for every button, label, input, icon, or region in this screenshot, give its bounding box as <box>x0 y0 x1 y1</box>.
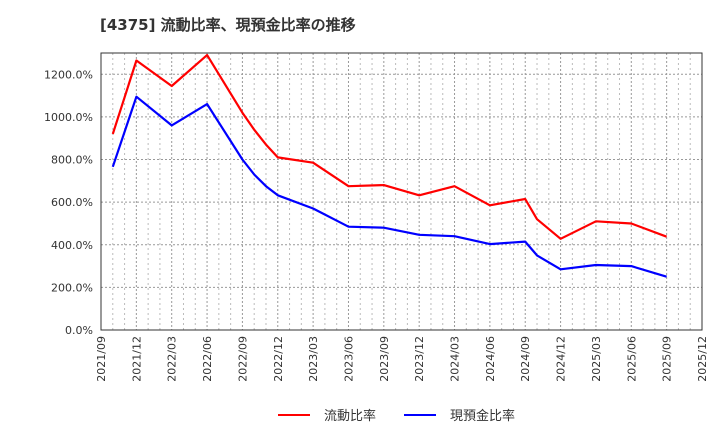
legend-item-cash-ratio: 現預金比率 <box>404 405 515 424</box>
legend-label: 流動比率 <box>324 409 377 424</box>
legend-label: 現預金比率 <box>450 409 516 424</box>
x-tick-label: 2022/12 <box>272 336 285 382</box>
legend-item-current-ratio: 流動比率 <box>278 405 376 424</box>
y-tick-label: 1200.0% <box>44 68 93 81</box>
grid-lines <box>101 53 702 330</box>
y-tick-label: 1000.0% <box>44 111 93 124</box>
legend-swatch-red <box>278 413 310 416</box>
legend-swatch-blue <box>404 413 437 416</box>
data-series <box>111 53 667 278</box>
y-tick-label: 0.0% <box>65 324 93 337</box>
series-line <box>111 53 667 240</box>
series-line <box>111 95 667 278</box>
x-tick-label: 2022/06 <box>201 336 214 382</box>
y-axis-ticks: 0.0% 200.0% 400.0% 600.0% 800.0% 1000.0% 1200.… <box>44 68 93 337</box>
x-tick-label: 2021/12 <box>130 336 143 382</box>
y-tick-label: 600.0% <box>51 196 93 209</box>
x-tick-label: 2022/09 <box>236 336 249 382</box>
x-tick-label: 2022/03 <box>166 336 179 382</box>
legend: 流動比率 現預金比率 <box>278 405 543 424</box>
x-tick-label: 2024/09 <box>519 336 532 382</box>
x-tick-label: 2025/12 <box>696 336 709 382</box>
x-tick-label: 2021/09 <box>95 336 108 382</box>
x-tick-label: 2025/09 <box>661 336 674 382</box>
x-tick-label: 2025/06 <box>625 336 638 382</box>
chart-title: [4375] 流動比率、現預金比率の推移 <box>100 16 356 34</box>
x-tick-label: 2023/06 <box>342 336 355 382</box>
y-tick-label: 400.0% <box>51 239 93 252</box>
x-tick-label: 2024/03 <box>449 336 462 382</box>
x-tick-label: 2024/12 <box>555 336 568 382</box>
x-tick-label: 2023/12 <box>413 336 426 382</box>
plot-frame <box>100 52 703 331</box>
x-tick-label: 2024/06 <box>484 336 497 382</box>
x-tick-label: 2023/09 <box>378 336 391 382</box>
x-tick-label: 2023/03 <box>307 336 320 382</box>
y-tick-label: 200.0% <box>51 281 93 294</box>
y-tick-label: 800.0% <box>51 154 93 167</box>
x-tick-label: 2025/03 <box>590 336 603 382</box>
x-axis-ticks: 2021/09 2021/12 2022/03 2022/06 2022/09 2022/… <box>95 336 709 382</box>
